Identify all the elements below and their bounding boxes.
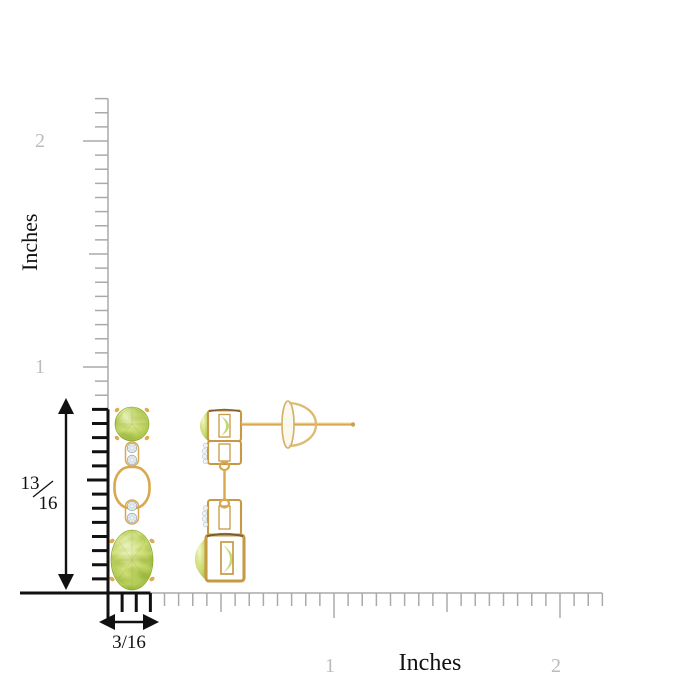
svg-text:Inches: Inches — [399, 650, 462, 676]
svg-text:13: 13 — [21, 473, 40, 494]
svg-text:2: 2 — [551, 655, 561, 677]
svg-text:2: 2 — [35, 130, 45, 152]
svg-text:1: 1 — [325, 655, 335, 677]
svg-text:3/16: 3/16 — [112, 632, 146, 653]
svg-text:1: 1 — [35, 356, 45, 378]
svg-text:16: 16 — [39, 493, 58, 514]
